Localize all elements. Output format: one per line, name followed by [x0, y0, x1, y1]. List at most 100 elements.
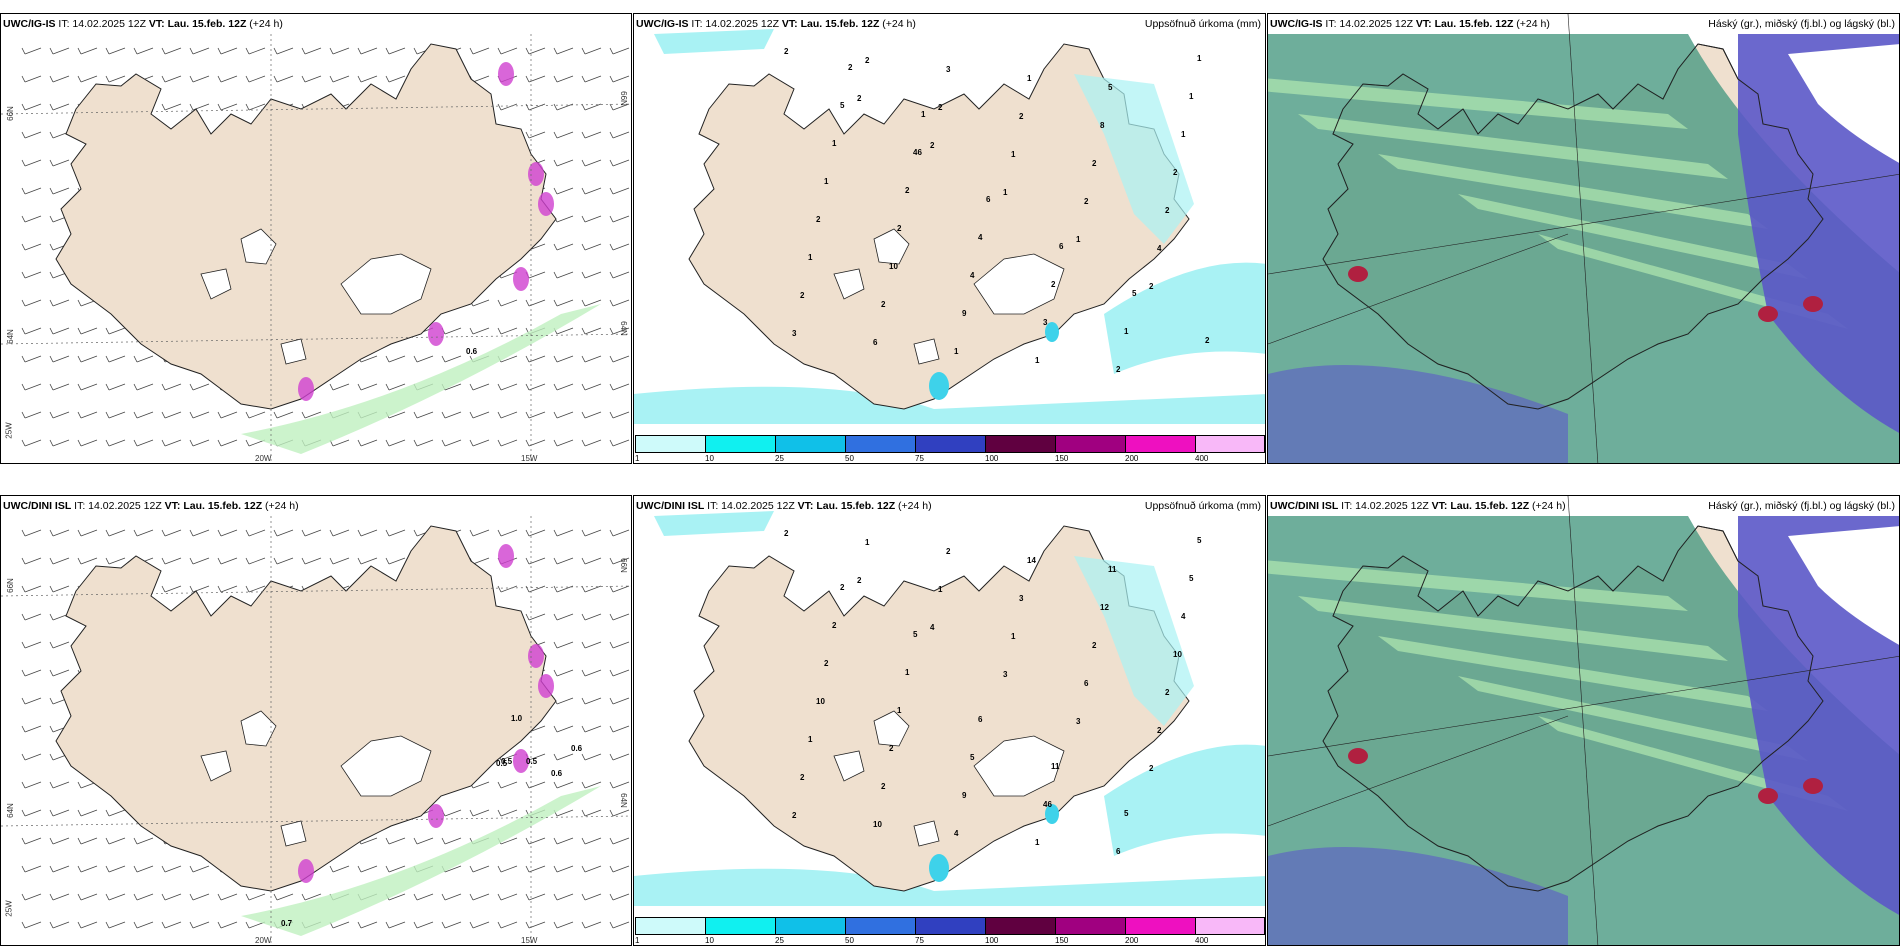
- precip-value: 1: [921, 110, 926, 119]
- wind-barb: [24, 613, 42, 621]
- wind-barb-tick: [553, 837, 558, 845]
- wind-barb-tick: [553, 613, 558, 621]
- wind-barb-tick: [357, 921, 362, 929]
- lat-line: [1, 333, 631, 345]
- wind-barb-tick: [77, 557, 82, 565]
- wind-barb: [24, 187, 42, 195]
- precip-value: 4: [1157, 244, 1162, 253]
- wind-barb-tick: [553, 753, 558, 761]
- wind-barb: [52, 921, 70, 929]
- wind-barb: [108, 529, 126, 537]
- wind-barb: [136, 383, 154, 391]
- precip-value: 1: [1011, 150, 1016, 159]
- wind-barb-tick: [497, 327, 502, 335]
- precip-value: 2: [1092, 641, 1097, 650]
- ice-cap: [833, 268, 865, 300]
- wind-barb: [612, 355, 630, 363]
- wind-barb: [584, 47, 602, 55]
- wind-barb: [332, 47, 350, 55]
- precip-value: 1: [808, 253, 813, 262]
- wind-barb: [556, 47, 574, 55]
- wind-barb: [52, 411, 70, 419]
- heavy-precip-spot: [929, 372, 949, 400]
- wind-barb: [24, 809, 42, 817]
- wind-barb: [612, 529, 630, 537]
- precip-area: [634, 868, 1265, 906]
- wind-map-top: 0.6: [1, 34, 631, 463]
- wind-barb: [444, 383, 462, 391]
- wind-barb-tick: [21, 753, 26, 761]
- precip-value: 1: [1197, 54, 1202, 63]
- wind-barb-tick: [245, 103, 250, 111]
- wind-barb-tick: [413, 529, 418, 537]
- wind-barb: [136, 355, 154, 363]
- wind-barb: [584, 865, 602, 873]
- wind-barb: [52, 47, 70, 55]
- wind-barb-tick: [133, 47, 138, 55]
- wind-barb-tick: [553, 383, 558, 391]
- wind-barb: [80, 383, 98, 391]
- wind-barb-tick: [441, 893, 446, 901]
- wind-barb-tick: [217, 585, 222, 593]
- wind-barb: [500, 921, 518, 929]
- precip-value: 2: [1019, 112, 1024, 121]
- wind-barb-tick: [189, 557, 194, 565]
- wind-barb-tick: [21, 243, 26, 251]
- wind-barb-tick: [77, 439, 82, 447]
- wind-barb: [584, 557, 602, 565]
- precip-value: 2: [1092, 159, 1097, 168]
- colorbar-tick: 25: [775, 454, 784, 463]
- wind-barb: [556, 327, 574, 335]
- wind-barb: [332, 529, 350, 537]
- wind-barb: [612, 411, 630, 419]
- wind-barb-tick: [21, 299, 26, 307]
- wind-barb: [612, 215, 630, 223]
- precip-value: 1: [824, 177, 829, 186]
- wind-barb: [276, 411, 294, 419]
- precip-value: 2: [881, 300, 886, 309]
- colorbar-swatch: [705, 435, 775, 453]
- wind-barb-tick: [357, 557, 362, 565]
- wind-barb: [584, 131, 602, 139]
- wind-barb: [192, 439, 210, 447]
- wind-barb: [52, 299, 70, 307]
- wind-barb-tick: [385, 837, 390, 845]
- wind-barb-tick: [525, 529, 530, 537]
- wind-barb-tick: [525, 557, 530, 565]
- wind-barb: [52, 669, 70, 677]
- wind-barb-tick: [21, 327, 26, 335]
- wind-barb-tick: [189, 75, 194, 83]
- wind-barb-tick: [553, 47, 558, 55]
- wind-barb: [80, 327, 98, 335]
- wind-barb-tick: [217, 893, 222, 901]
- wind-barb: [304, 557, 322, 565]
- heavy-precip-spot: [428, 804, 444, 828]
- wind-barb-tick: [21, 355, 26, 363]
- wind-barb: [52, 383, 70, 391]
- wind-barb-tick: [497, 781, 502, 789]
- wind-barb-tick: [105, 47, 110, 55]
- wind-barb: [584, 697, 602, 705]
- wind-barb: [220, 411, 238, 419]
- iceland-outline: [1322, 525, 1824, 892]
- wind-barb: [164, 893, 182, 901]
- wind-barb: [500, 299, 518, 307]
- wind-barb-tick: [273, 75, 278, 83]
- wind-barb: [360, 355, 378, 363]
- wind-barb-tick: [441, 439, 446, 447]
- lon-label: 20W: [255, 454, 272, 463]
- wind-barb: [556, 809, 574, 817]
- wind-barb-tick: [245, 75, 250, 83]
- precip-area: [654, 29, 774, 54]
- wind-barb-tick: [497, 921, 502, 929]
- precip-value: 0.5: [526, 757, 538, 766]
- wind-barb-tick: [609, 47, 614, 55]
- wind-barb: [612, 669, 630, 677]
- wind-barb: [80, 411, 98, 419]
- heavy-precip-spot: [1045, 322, 1059, 342]
- wind-barb-tick: [301, 529, 306, 537]
- grid-line: [1268, 656, 1899, 757]
- wind-barb: [584, 439, 602, 447]
- colorbar-swatch: [845, 435, 915, 453]
- ice-cap: [340, 735, 432, 797]
